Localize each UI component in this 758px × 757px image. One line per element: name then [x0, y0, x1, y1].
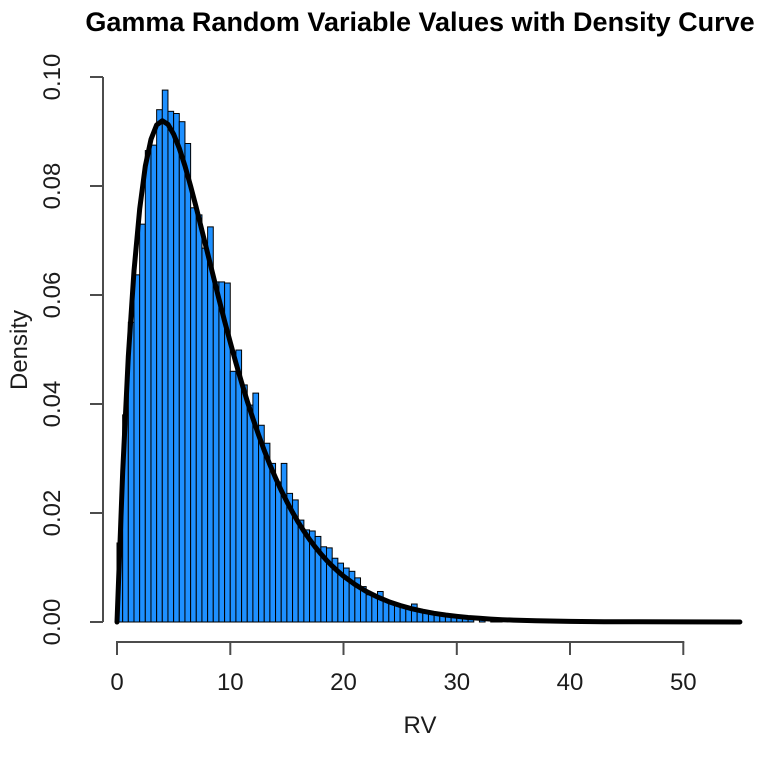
histogram-bar: [365, 594, 373, 623]
histogram-bar: [212, 281, 220, 623]
histogram-bar: [241, 384, 248, 623]
histogram-bar: [150, 144, 158, 623]
histogram-bar: [139, 223, 146, 623]
histogram-bars: [116, 89, 503, 623]
histogram-bar: [229, 370, 237, 623]
x-axis-label: RV: [404, 712, 437, 739]
x-axis: 0 10 20 30 40 50: [110, 641, 697, 696]
histogram-bar: [161, 89, 169, 623]
histogram-bar: [218, 281, 226, 623]
y-tick-label: 0.02: [39, 490, 66, 537]
y-axis-label: Density: [6, 310, 33, 390]
density-curve: [114, 118, 743, 625]
y-tick-label: 0.00: [39, 599, 66, 646]
histogram-bar: [263, 442, 271, 623]
y-axis: 0.00 0.02 0.04 0.06 0.08 0.10: [39, 54, 104, 646]
histogram-bar: [184, 142, 192, 623]
chart-title: Gamma Random Variable Values with Densit…: [85, 7, 754, 37]
histogram-bar: [156, 109, 163, 623]
histogram-bar: [195, 214, 203, 623]
x-tick-label: 50: [670, 669, 697, 696]
histogram-bar: [178, 121, 186, 623]
histogram-bar: [207, 226, 214, 623]
histogram-bar: [167, 110, 175, 623]
histogram-bar: [133, 274, 141, 623]
x-tick-label: 20: [330, 669, 357, 696]
x-tick-label: 0: [110, 669, 123, 696]
density-curve-group: [114, 118, 743, 625]
x-tick-label: 40: [557, 669, 584, 696]
histogram-bar: [173, 113, 180, 623]
histogram-bar: [275, 481, 282, 623]
histogram-bar: [144, 150, 152, 623]
histogram-bar: [235, 349, 243, 623]
x-tick-label: 10: [217, 669, 244, 696]
y-tick-label: 0.08: [39, 163, 66, 210]
x-tick-label: 30: [443, 669, 470, 696]
histogram-bar: [303, 529, 311, 623]
histogram-bar: [201, 247, 209, 623]
histogram-bar: [371, 595, 378, 623]
histogram-bar: [297, 519, 305, 623]
y-tick-label: 0.10: [39, 54, 66, 101]
histogram-bar: [246, 404, 254, 623]
histogram-bar: [190, 207, 197, 623]
histogram-bar: [269, 462, 277, 623]
y-tick-label: 0.04: [39, 381, 66, 428]
y-tick-label: 0.06: [39, 272, 66, 319]
